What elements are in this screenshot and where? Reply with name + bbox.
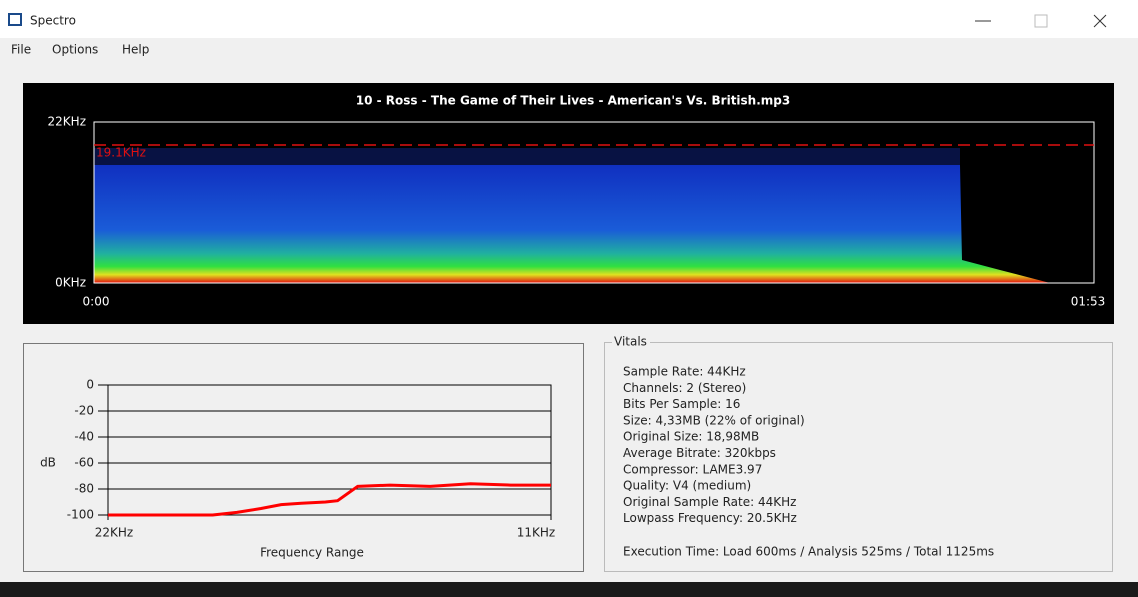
y-tick-label: -40 — [74, 430, 94, 444]
vital-line: Lowpass Frequency: 20.5KHz — [623, 511, 797, 525]
vital-line: Original Size: 18,98MB — [623, 430, 759, 444]
y-tick-label: -60 — [74, 456, 94, 470]
y-axis-label: dB — [40, 456, 56, 470]
x-tick-label: 11KHz — [517, 526, 555, 540]
spectrogram-frame — [93, 121, 1095, 284]
x-tick-label: 22KHz — [95, 526, 133, 540]
maximize[interactable] — [1034, 14, 1048, 28]
spectrogram-image — [94, 165, 1050, 283]
vital-line: Size: 4,33MB (22% of original) — [623, 413, 805, 427]
start-time: 0:00 — [83, 295, 110, 309]
menu-item[interactable]: Help — [122, 43, 149, 57]
app-icon — [8, 13, 22, 26]
vital-line: Compressor: LAME3.97 — [623, 462, 762, 476]
vital-line: Sample Rate: 44KHz — [623, 365, 746, 379]
menu-item[interactable]: Options — [52, 43, 98, 57]
y-top-label: 22KHz — [48, 115, 86, 129]
vital-line: Channels: 2 (Stereo) — [623, 381, 746, 395]
vital-line: Average Bitrate: 320kbps — [623, 446, 776, 460]
y-tick-label: -100 — [67, 508, 94, 522]
series-line — [108, 482, 551, 517]
menu-item[interactable]: File — [11, 43, 31, 57]
vitals-title: Vitals — [614, 335, 647, 349]
execution-time: Execution Time: Load 600ms / Analysis 52… — [623, 545, 994, 559]
vital-line: Original Sample Rate: 44KHz — [623, 495, 796, 509]
x-axis-label: Frequency Range — [260, 546, 364, 560]
vital-line: Bits Per Sample: 16 — [623, 397, 740, 411]
menu-bar: File Options Help — [11, 43, 149, 57]
spectrogram-title: 10 - Ross - The Game of Their Lives - Am… — [356, 94, 790, 108]
vital-line: Quality: V4 (medium) — [623, 479, 751, 493]
vitals-title-bg — [612, 334, 650, 350]
frequency-panel — [23, 343, 584, 572]
end-time: 01:53 — [1071, 295, 1106, 309]
close[interactable] — [1093, 14, 1107, 28]
vitals-list: Sample Rate: 44KHz Channels: 2 (Stereo) Bi… — [623, 365, 805, 526]
y-tick-label: 0 — [86, 378, 94, 392]
y-tick-label: -20 — [74, 404, 94, 418]
title-bar — [0, 0, 1138, 38]
window-title: Spectro — [30, 14, 76, 28]
vitals-box — [604, 342, 1113, 572]
cutoff-label: 19.1KHz — [96, 146, 146, 160]
spectrogram-top — [94, 148, 960, 165]
y-tick-label: -80 — [74, 482, 94, 496]
y-bottom-label: 0KHz — [55, 276, 86, 290]
background-window — [0, 582, 1138, 597]
